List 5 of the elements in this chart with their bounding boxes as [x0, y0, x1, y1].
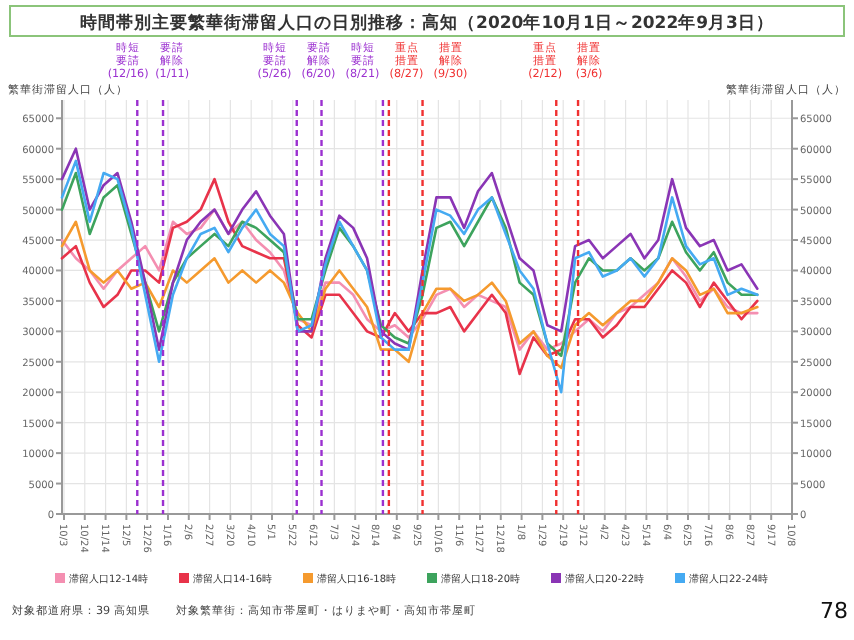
line-series: [60, 220, 759, 370]
chart-title: 時間帯別主要繁華街滞留人口の日別推移：高知（2020年10月1日～2022年9月3日）: [80, 12, 774, 34]
text: 78: [820, 598, 848, 624]
line-series: [60, 159, 759, 394]
line-series: [60, 208, 759, 351]
